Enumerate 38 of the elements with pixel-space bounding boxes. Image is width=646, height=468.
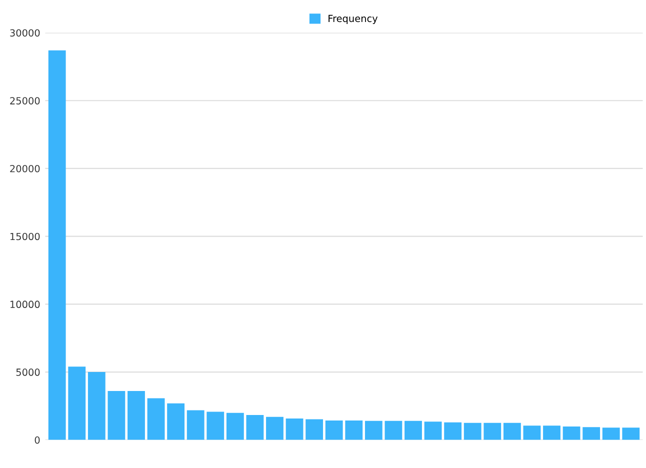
- y-tick-label: 30000: [10, 29, 40, 37]
- bar: [404, 420, 422, 440]
- bar: [562, 426, 580, 440]
- bar: [286, 418, 304, 440]
- y-tick-label: 0: [34, 436, 40, 444]
- bar: [226, 412, 244, 440]
- bar: [88, 372, 106, 440]
- bar: [622, 428, 640, 440]
- bar: [384, 420, 402, 440]
- bar: [306, 419, 324, 440]
- bar: [147, 398, 165, 440]
- y-tick-label: 5000: [16, 368, 40, 376]
- bar: [602, 428, 620, 440]
- bar: [484, 422, 502, 440]
- legend-label: Frequency: [328, 14, 378, 24]
- bar: [424, 422, 442, 440]
- y-tick-label: 10000: [10, 300, 40, 308]
- y-tick-label: 20000: [10, 164, 40, 172]
- bar: [503, 422, 521, 440]
- bar: [444, 422, 462, 440]
- bar: [48, 50, 66, 440]
- bar: [325, 420, 343, 440]
- bar: [364, 420, 382, 440]
- bar: [523, 426, 541, 440]
- bar: [345, 420, 363, 440]
- bar: [582, 427, 600, 440]
- bar: [68, 366, 86, 440]
- bar: [128, 391, 145, 440]
- y-tick-label: 25000: [10, 97, 40, 104]
- bar: [464, 422, 482, 440]
- bar: [167, 403, 185, 440]
- bar: [266, 416, 284, 440]
- y-tick-label: 15000: [10, 232, 40, 240]
- bar: [246, 414, 264, 440]
- bar: [206, 412, 224, 440]
- bar: [108, 391, 126, 440]
- bar: [186, 410, 204, 440]
- bar: [543, 426, 560, 440]
